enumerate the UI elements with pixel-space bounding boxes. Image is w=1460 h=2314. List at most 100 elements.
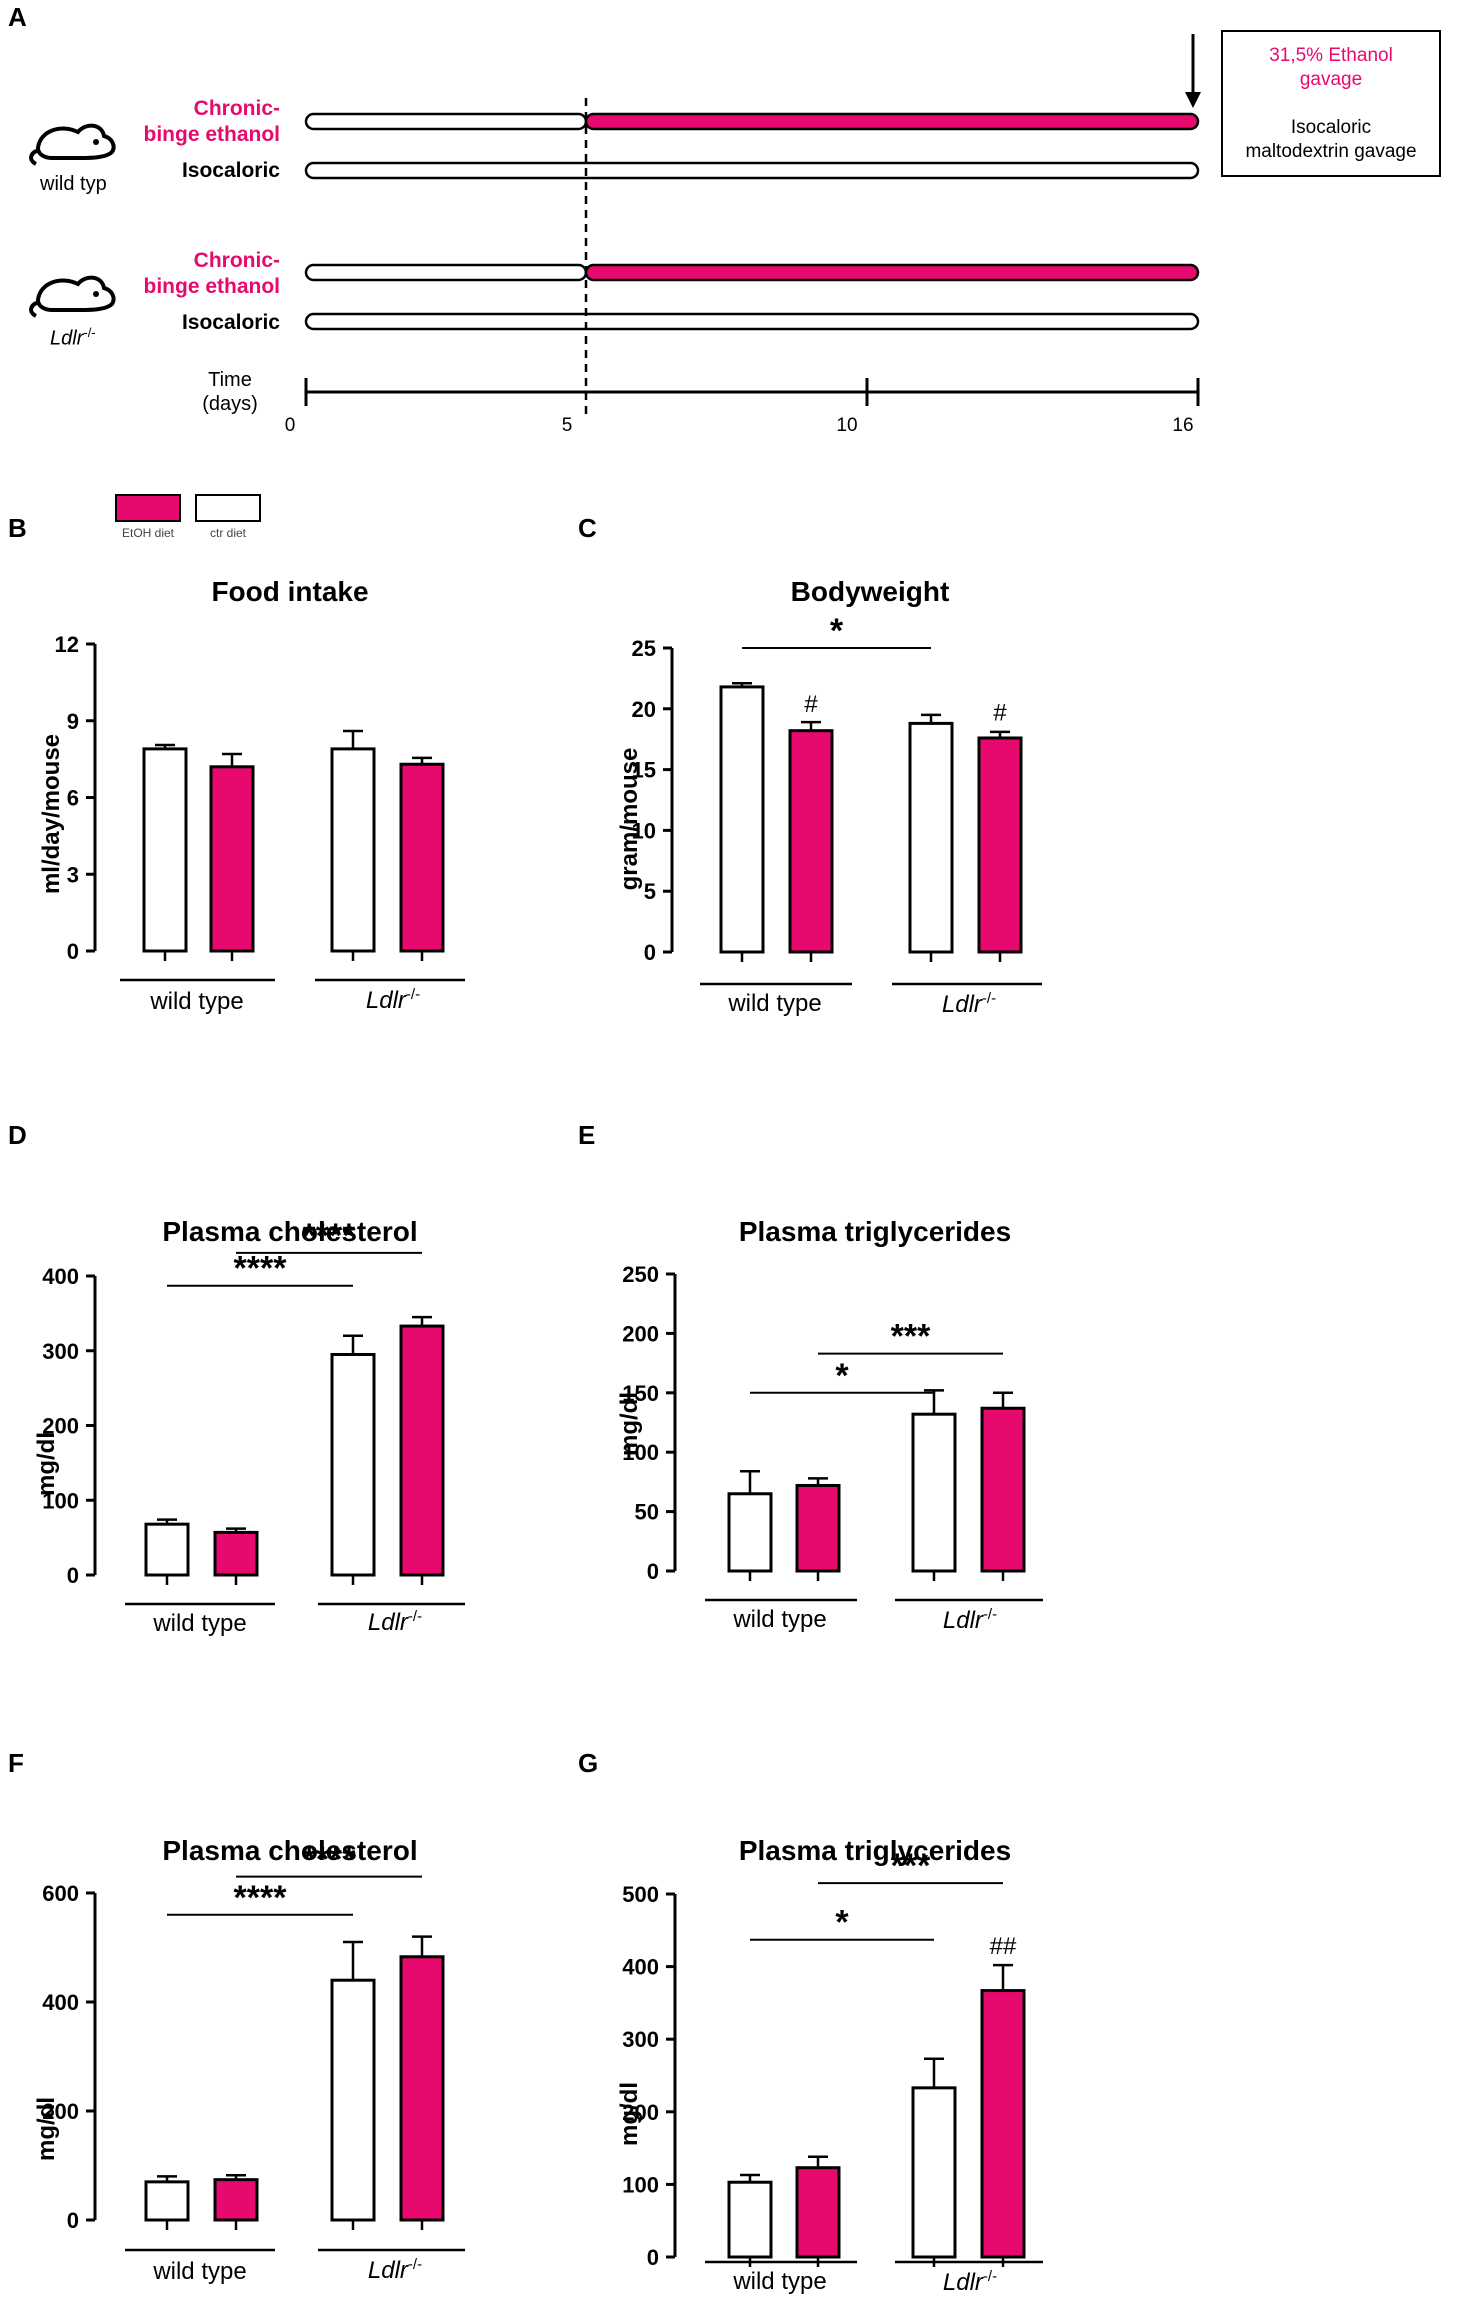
bar-wt-etoh xyxy=(213,2178,259,2222)
y-tick-label: 300 xyxy=(622,2027,659,2052)
group-label-ldlr-f: Ldlr-/- xyxy=(320,2256,470,2285)
bar-ldlr-etoh xyxy=(399,762,445,953)
y-tick-label: 0 xyxy=(67,2208,79,2233)
row-label-chronic-binge-ldlr: Chronic- binge ethanol xyxy=(143,249,281,298)
significance-marker: * xyxy=(835,1904,849,1942)
significance-marker: *** xyxy=(891,1318,931,1356)
y-tick-label: 50 xyxy=(635,1500,659,1525)
y-tick-label: 9 xyxy=(67,709,79,734)
group-label-wt-c: wild type xyxy=(728,990,822,1017)
bar-wt-etoh xyxy=(795,1483,841,1573)
panel-label-c: C xyxy=(578,513,597,543)
chart-title-plasma-triglycerides-e: Plasma triglycerides xyxy=(738,1216,1012,1247)
y-tick-label: 12 xyxy=(55,632,79,657)
significance-marker: * xyxy=(835,1357,849,1395)
ldlr-text: Ldlr xyxy=(942,2269,983,2296)
bar-wt-ctr xyxy=(727,2180,773,2259)
gavage-legend-box xyxy=(1221,30,1441,177)
y-tick-label: 150 xyxy=(622,1381,659,1406)
gavage-legend-ethanol: 31,5% Ethanol gavage xyxy=(1269,45,1393,90)
legend-swatch-ctr xyxy=(195,494,261,522)
group-label-ldlr-b: Ldlr-/- xyxy=(318,986,468,1015)
group-label-ldlr-d: Ldlr-/- xyxy=(320,1608,470,1637)
y-tick-label: 100 xyxy=(622,1440,659,1465)
y-tick-label: 15 xyxy=(632,758,656,783)
panel-label-b: B xyxy=(8,513,27,543)
y-tick-label: 100 xyxy=(622,2172,659,2197)
y-tick-label: 5 xyxy=(644,879,656,904)
chart-title-food-intake: Food intake xyxy=(211,576,369,607)
y-tick-label: 3 xyxy=(67,862,79,887)
panel-a-timeline-diagram xyxy=(29,30,1441,415)
legend-swatch-etoh xyxy=(115,494,181,522)
ldlr-text: Ldlr xyxy=(367,1609,408,1636)
panel-label-g: G xyxy=(578,1748,599,1778)
timeline-bar-isocaloric xyxy=(304,161,1200,180)
ldlr-sup: -/- xyxy=(982,2268,998,2285)
group-label-wt-e: wild type xyxy=(733,1606,827,1633)
group-label-wt-f: wild type xyxy=(153,2258,247,2285)
ldlr-sup: -/- xyxy=(405,986,421,1003)
hash-marker: # xyxy=(804,691,818,718)
bar-wt-ctr xyxy=(727,1492,773,1573)
row-label-chronic-binge-wt: Chronic- binge ethanol xyxy=(143,97,281,146)
chart-d: 0 100 200 300 400 **** **** xyxy=(42,1217,465,1606)
significance-marker: **** xyxy=(303,1841,357,1879)
chart-title-plasma-triglycerides-g: Plasma triglycerides xyxy=(738,1835,1012,1866)
ldlr-text: Ldlr xyxy=(365,987,406,1014)
bar-ldlr-ctr xyxy=(911,1412,957,1573)
timeline-bar-isocaloric xyxy=(304,312,1200,331)
bar-ldlr-ctr xyxy=(330,1352,376,1577)
y-tick-label: 200 xyxy=(622,2100,659,2125)
ldlr-text: Ldlr xyxy=(942,1607,983,1634)
y-tick-label: 400 xyxy=(622,1955,659,1980)
bar-wt-etoh xyxy=(213,1530,259,1577)
panel-label-f: F xyxy=(8,1748,24,1778)
ldlr-superscript: -/- xyxy=(83,325,96,340)
y-tick-label: 20 xyxy=(632,697,656,722)
chart-c: 0 5 10 15 20 25 * # # xyxy=(632,612,1042,986)
group-label-wt-b: wild type xyxy=(150,988,244,1015)
y-tick-label: 0 xyxy=(647,2245,659,2270)
bar-ldlr-etoh xyxy=(980,1989,1026,2259)
group-label-ldlr-g: Ldlr-/- xyxy=(895,2268,1045,2297)
mouse-icon xyxy=(29,123,116,166)
gavage-arrowhead xyxy=(1185,92,1201,108)
bar-wt-ctr xyxy=(719,685,765,954)
bar-ldlr-etoh xyxy=(399,1324,445,1577)
y-tick-label: 0 xyxy=(644,940,656,965)
hash-marker: ## xyxy=(990,1933,1017,1960)
hash-marker: # xyxy=(993,700,1007,727)
chart-title-plasma-cholesterol-d: Plasma cholesterol xyxy=(162,1216,418,1247)
panel-label-e: E xyxy=(578,1120,596,1150)
y-tick-label: 200 xyxy=(622,1321,659,1346)
chart-title-plasma-cholesterol-f: Plasma cholesterol xyxy=(162,1835,418,1866)
y-tick-label: 0 xyxy=(67,1563,79,1588)
y-tick-label: 0 xyxy=(67,939,79,964)
time-tick-16: 16 xyxy=(1172,415,1194,436)
chart-title-bodyweight: Bodyweight xyxy=(790,576,950,607)
time-tick-0: 0 xyxy=(284,415,296,436)
time-tick-5: 5 xyxy=(561,415,573,436)
chart-b: 0 3 6 9 12 xyxy=(55,632,465,982)
bar-ldlr-ctr xyxy=(330,1978,376,2222)
group-label-ldlr-e: Ldlr-/- xyxy=(895,1606,1045,1635)
group-label-wt-d: wild type xyxy=(153,1610,247,1637)
ldlr-sup: -/- xyxy=(982,1606,998,1623)
group-label-ldlr-c: Ldlr-/- xyxy=(894,990,1044,1019)
y-tick-label: 200 xyxy=(42,2099,79,2124)
time-axis-label: Time (days) xyxy=(202,369,258,415)
bar-ldlr-etoh xyxy=(399,1955,445,2222)
mouse-icon xyxy=(29,275,116,318)
ldlr-text: Ldlr xyxy=(367,2257,408,2284)
ldlr-sup: -/- xyxy=(407,2256,423,2273)
significance-marker: **** xyxy=(303,1217,357,1255)
y-tick-label: 10 xyxy=(632,818,656,843)
y-tick-label: 500 xyxy=(622,1882,659,1907)
y-tick-label: 25 xyxy=(632,636,656,661)
legend-label-ctr: ctr diet xyxy=(209,526,246,540)
bar-wt-etoh xyxy=(795,2166,841,2259)
y-tick-label: 250 xyxy=(622,1262,659,1287)
